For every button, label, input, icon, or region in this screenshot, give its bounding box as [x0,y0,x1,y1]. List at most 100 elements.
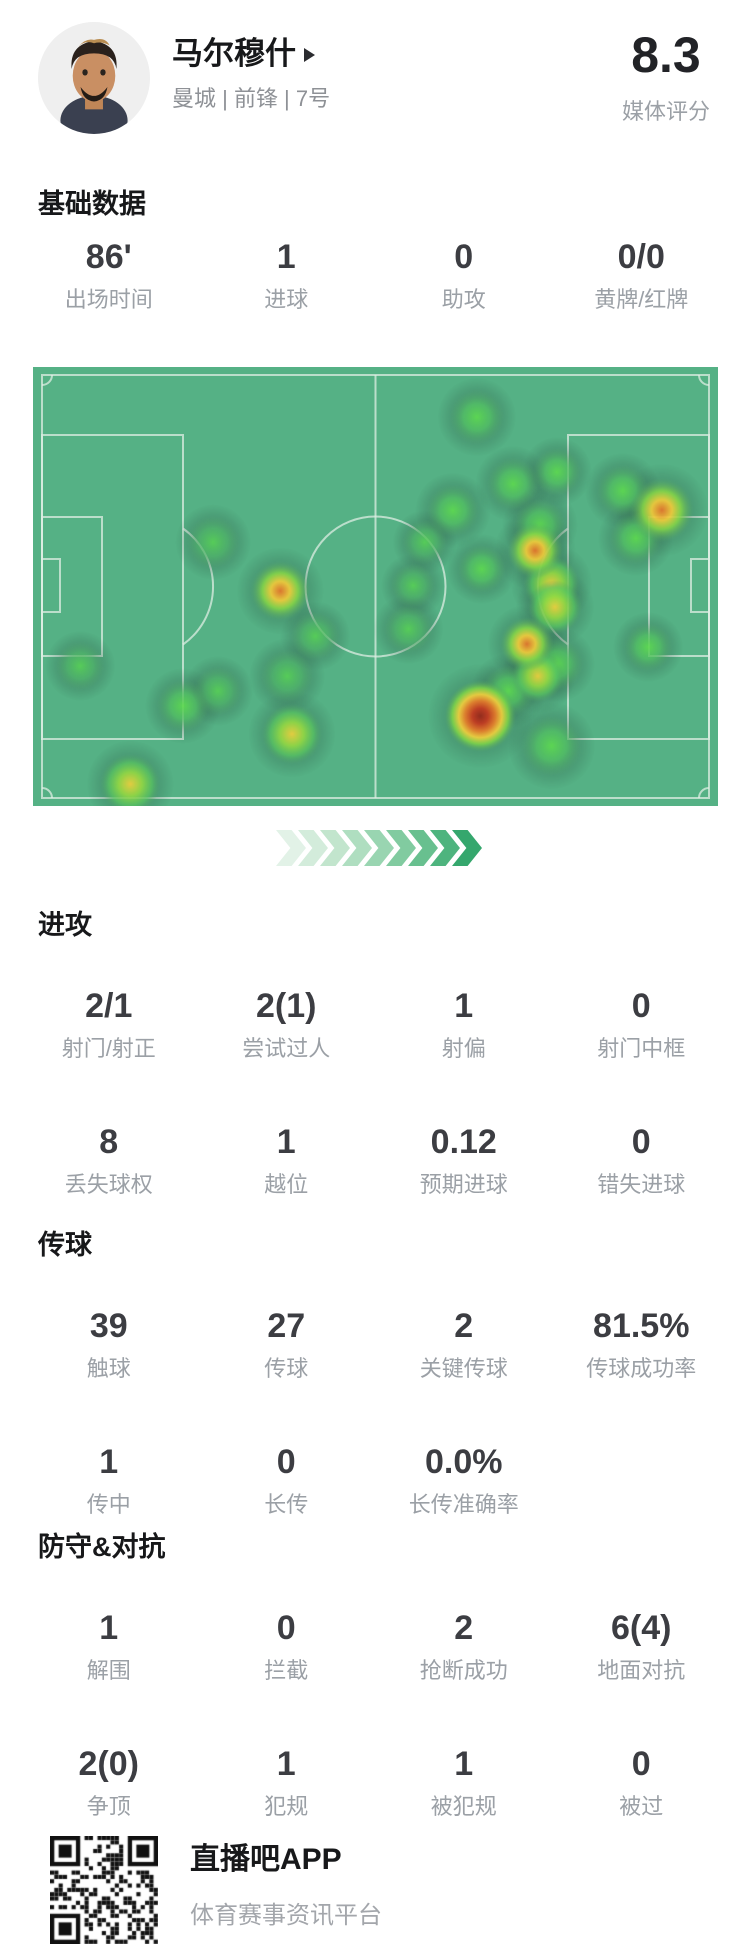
stat-cell: 2 抢断成功 [375,1608,553,1686]
section-title-defense: 防守&对抗 [38,1532,166,1562]
section-title-attack: 进攻 [38,910,92,940]
stat-cell: 81.5% 传球成功率 [553,1306,731,1384]
stat-value: 6(4) [611,1609,672,1647]
stat-label: 助攻 [441,287,486,312]
stat-cell: 2 关键传球 [375,1306,553,1384]
stat-row: 1 解围 0 拦截 2 抢断成功 6(4) 地面对抗 [0,1608,750,1686]
stat-label: 进球 [264,287,309,312]
stat-label: 预期进球 [419,1172,508,1197]
stat-cell: 27 传球 [198,1306,376,1384]
app-promo-footer: 直播吧APP 体育赛事资讯平台 [0,1836,750,1944]
stat-cell: 0 助攻 [375,237,553,315]
stat-value: 8 [99,1123,119,1161]
stat-value: 39 [89,1307,128,1345]
stat-cell: 2(1) 尝试过人 [198,986,376,1064]
stat-cell: 39 触球 [20,1306,198,1384]
stat-label: 射偏 [441,1036,486,1061]
player-avatar-image [38,22,150,134]
player-team-position: 曼城 | 前锋 | 7号 [172,86,331,111]
media-rating-value: 8.3 [631,27,701,83]
stat-row: 39 触球 27 传球 2 关键传球 81.5% 传球成功率 [0,1306,750,1384]
stat-label: 射门中框 [597,1036,686,1061]
stat-value: 2 [454,1609,474,1647]
stat-label: 关键传球 [419,1356,508,1381]
stat-value: 1 [276,1123,296,1161]
footer-text: 直播吧APP 体育赛事资讯平台 [190,1836,382,1930]
stat-cell: 1 被犯规 [375,1744,553,1822]
stat-value: 1 [99,1609,119,1647]
chevron-icon [276,830,306,866]
section-title-passing: 传球 [38,1230,92,1260]
stat-cell: 0.0% 长传准确率 [375,1442,553,1520]
player-name-text: 马尔穆什 [172,36,296,71]
stat-cell: 2/1 射门/射正 [20,986,198,1064]
stat-label: 传中 [86,1492,131,1517]
stat-cell: 1 解围 [20,1608,198,1686]
stat-value: 0/0 [617,238,665,276]
caret-right-icon [304,48,315,62]
stat-cell: 0 错失进球 [553,1122,731,1200]
stat-label: 射门/射正 [61,1036,156,1061]
stat-label: 触球 [86,1356,131,1381]
stat-label: 黄牌/红牌 [594,287,689,312]
stat-value: 0 [454,238,474,276]
stat-value: 0 [631,1745,651,1783]
stat-label: 越位 [264,1172,309,1197]
player-avatar [38,22,150,134]
stat-cell: 1 进球 [198,237,376,315]
passing-stats-grid: 39 触球 27 传球 2 关键传球 81.5% 传球成功率 1 传中 0 长传 0.0% 长传准确率 [0,1306,750,1520]
stat-cell: 86' 出场时间 [20,237,198,315]
stat-row: 86' 出场时间 1 进球 0 助攻 0/0 黄牌/红牌 [0,237,750,315]
stat-cell: 0 长传 [198,1442,376,1520]
basic-stats-grid: 86' 出场时间 1 进球 0 助攻 0/0 黄牌/红牌 [0,237,750,315]
stat-value: 86' [85,238,132,276]
stat-value: 0 [276,1609,296,1647]
attack-stats-grid: 2/1 射门/射正 2(1) 尝试过人 1 射偏 0 射门中框 8 丢失球权 1 越位 0.12 预期进球… [0,986,750,1200]
stat-cell: 0/0 黄牌/红牌 [553,237,731,315]
stat-label: 尝试过人 [242,1036,331,1061]
stat-label: 出场时间 [64,287,153,312]
stat-row: 2(0) 争顶 1 犯规 1 被犯规 0 被过 [0,1744,750,1822]
stat-value: 0 [631,1123,651,1161]
qr-code [50,1836,158,1944]
stat-cell [553,1442,731,1520]
stat-cell: 0 射门中框 [553,986,731,1064]
player-name[interactable]: 马尔穆什 [172,36,622,72]
stat-label: 地面对抗 [597,1658,686,1683]
stat-cell: 0.12 预期进球 [375,1122,553,1200]
stat-cell: 1 越位 [198,1122,376,1200]
stat-label: 传球 [264,1356,309,1381]
stat-value: 0.0% [425,1443,503,1481]
stat-label: 被犯规 [430,1794,497,1819]
stat-cell: 1 犯规 [198,1744,376,1822]
stat-row: 1 传中 0 长传 0.0% 长传准确率 [0,1442,750,1520]
stat-cell: 2(0) 争顶 [20,1744,198,1822]
stat-label: 长传准确率 [408,1492,519,1517]
stat-cell: 0 拦截 [198,1608,376,1686]
heatmap [33,367,718,806]
stat-value: 1 [276,1745,296,1783]
stat-value: 2/1 [85,987,133,1025]
stat-value: 0.12 [430,1123,497,1161]
stat-value: 27 [267,1307,306,1345]
stat-value: 2(1) [256,987,317,1025]
app-name: 直播吧APP [190,1843,342,1876]
stat-cell: 8 丢失球权 [20,1122,198,1200]
player-identity[interactable]: 马尔穆什 曼城 | 前锋 | 7号 [172,22,622,112]
stat-value: 1 [454,987,474,1025]
stat-label: 犯规 [264,1794,309,1819]
heatmap-canvas [33,367,718,806]
stat-row: 2/1 射门/射正 2(1) 尝试过人 1 射偏 0 射门中框 [0,986,750,1064]
stat-value: 1 [454,1745,474,1783]
stat-label: 错失进球 [597,1172,686,1197]
stat-label: 丢失球权 [64,1172,153,1197]
rating-block: 8.3 媒体评分 [622,22,710,126]
stat-value: 2(0) [78,1745,139,1783]
app-description: 体育赛事资讯平台 [190,1902,382,1929]
stat-label: 争顶 [86,1794,131,1819]
stat-cell: 0 被过 [553,1744,731,1822]
stat-cell: 1 射偏 [375,986,553,1064]
stat-value: 81.5% [593,1307,690,1345]
stat-label: 长传 [264,1492,309,1517]
